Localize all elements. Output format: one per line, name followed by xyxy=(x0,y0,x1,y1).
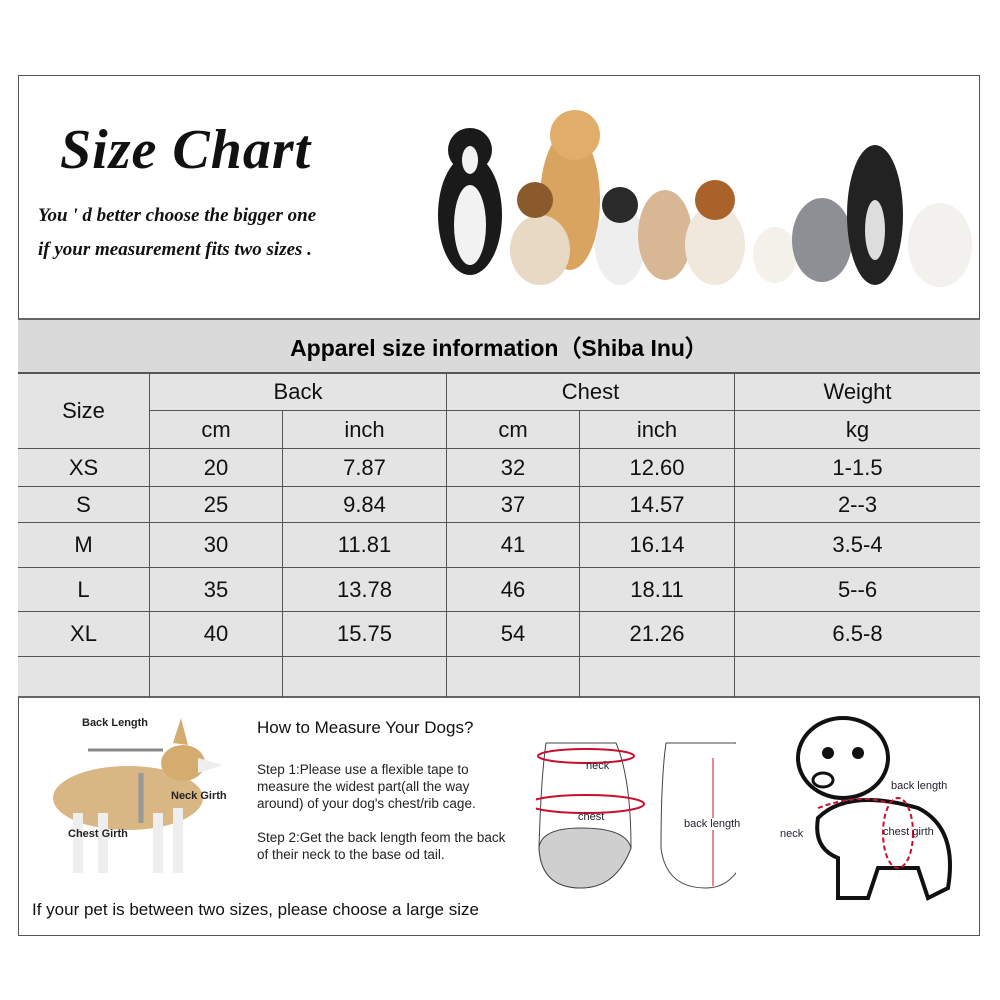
unit-header: cm xyxy=(150,411,283,449)
table-cell: 54 xyxy=(447,612,580,657)
dog-measure-illustration xyxy=(53,718,223,873)
table-cell: 25 xyxy=(150,487,283,523)
empty-cell xyxy=(283,657,447,698)
table-cell: 18.11 xyxy=(580,568,735,612)
size-header: Size xyxy=(18,374,150,449)
table-cell: 35 xyxy=(150,568,283,612)
empty-cell xyxy=(735,657,980,698)
table-cell: 12.60 xyxy=(580,449,735,487)
empty-cell xyxy=(18,657,150,698)
table-cell: 16.14 xyxy=(580,523,735,568)
dog-chihuahua xyxy=(753,227,797,283)
unit-header: inch xyxy=(283,411,447,449)
unit-header: cm xyxy=(447,411,580,449)
cat-british-shorthair xyxy=(792,198,852,282)
label-puppy-neck: neck xyxy=(780,828,804,840)
subtitle-line-1: You ' d better choose the bigger one xyxy=(38,205,317,226)
dog-head xyxy=(695,180,735,220)
table-cell: 9.84 xyxy=(283,487,447,523)
pets-photo xyxy=(438,110,972,287)
page-title: Size Chart xyxy=(60,119,312,181)
table-cell: 13.78 xyxy=(283,568,447,612)
label-neck: neck xyxy=(586,760,610,772)
label-puppy-back-length: back length xyxy=(891,780,948,792)
empty-cell xyxy=(580,657,735,698)
size-cell: M xyxy=(18,523,150,568)
measure-guide: Back Length Neck Girth Chest Girth neck … xyxy=(18,698,980,936)
label-back-length-garment: back length xyxy=(684,818,741,830)
measure-heading: How to Measure Your Dogs? xyxy=(257,718,474,737)
empty-cell xyxy=(150,657,283,698)
cat-persian xyxy=(908,203,972,287)
measure-step-1: Step 1:Please use a flexible tape to mea… xyxy=(257,762,476,811)
table-cell: 2--3 xyxy=(735,487,980,523)
size-table: Apparel size information（Shiba Inu） Size… xyxy=(18,318,980,698)
table-cell: 20 xyxy=(150,449,283,487)
table-cell: 46 xyxy=(447,568,580,612)
dog-jack-russell xyxy=(510,215,570,285)
size-cell: S xyxy=(18,487,150,523)
label-neck-girth: Neck Girth xyxy=(171,790,227,802)
dog-head xyxy=(517,182,553,218)
table-cell: 11.81 xyxy=(283,523,447,568)
table-cell: 41 xyxy=(447,523,580,568)
size-note: If your pet is between two sizes, please… xyxy=(32,900,479,919)
table-cell: 32 xyxy=(447,449,580,487)
subtitle-line-2: if your measurement fits two sizes . xyxy=(38,239,312,260)
unit-header: kg xyxy=(735,411,980,449)
table-cell: 37 xyxy=(447,487,580,523)
dog-chest xyxy=(865,200,885,260)
dog-head xyxy=(602,187,638,223)
size-cell: XS xyxy=(18,449,150,487)
puppy-diagram xyxy=(796,716,952,901)
size-cell: XL xyxy=(18,612,150,657)
label-back-length: Back Length xyxy=(82,717,149,729)
dog-pekingese xyxy=(638,190,692,280)
table-cell: 3.5-4 xyxy=(735,523,980,568)
empty-cell xyxy=(447,657,580,698)
table-cell: 1-1.5 xyxy=(735,449,980,487)
dog-small-white xyxy=(595,205,645,285)
measure-step-2: Step 2:Get the back length feom the back… xyxy=(257,830,506,862)
size-cell: L xyxy=(18,568,150,612)
group-header-chest: Chest xyxy=(447,374,735,411)
table-cell: 5--6 xyxy=(735,568,980,612)
table-cell: 6.5-8 xyxy=(735,612,980,657)
label-puppy-chest-girth: chest girth xyxy=(883,826,934,838)
table-cell: 40 xyxy=(150,612,283,657)
table-cell: 30 xyxy=(150,523,283,568)
group-header-back: Back xyxy=(150,374,447,411)
table-cell: 21.26 xyxy=(580,612,735,657)
garment-diagram xyxy=(536,742,736,889)
table-cell: 14.57 xyxy=(580,487,735,523)
label-chest-girth: Chest Girth xyxy=(68,828,128,840)
unit-header: inch xyxy=(580,411,735,449)
dog-border-collie xyxy=(438,128,502,275)
label-chest: chest xyxy=(578,811,605,823)
table-title: Apparel size information（Shiba Inu） xyxy=(18,320,980,374)
table-cell: 15.75 xyxy=(283,612,447,657)
group-header-weight: Weight xyxy=(735,374,980,411)
table-cell: 7.87 xyxy=(283,449,447,487)
dog-beagle xyxy=(685,205,745,285)
